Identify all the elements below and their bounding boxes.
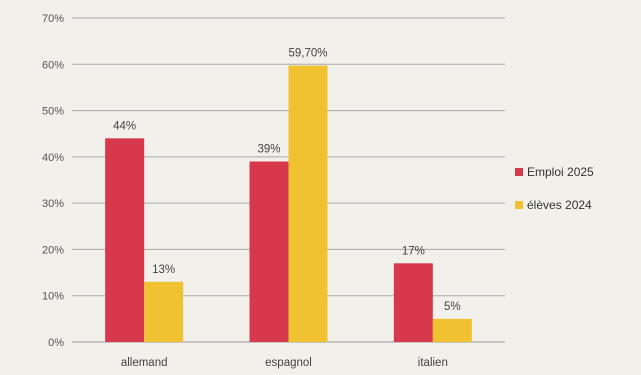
- bar-italien-series-1: [432, 318, 472, 342]
- data-label: 13%: [152, 264, 175, 276]
- x-axis-categories: allemand espagnol italien: [121, 357, 448, 369]
- y-tick-label: 40%: [42, 152, 64, 164]
- y-axis-ticks: 0% 10% 20% 30% 40% 50% 60% 70%: [42, 13, 64, 349]
- legend-swatch: [515, 201, 523, 209]
- y-tick-label: 10%: [42, 291, 64, 303]
- legend-label: élèves 2024: [527, 198, 592, 212]
- x-category-label: italien: [418, 357, 448, 369]
- data-label: 44%: [113, 120, 136, 132]
- data-label: 39%: [257, 143, 280, 155]
- bar-allemand-series-1: [144, 281, 184, 342]
- bars: [105, 65, 472, 342]
- x-category-label: allemand: [121, 357, 168, 369]
- bar-allemand-series-0: [105, 138, 145, 342]
- legend: Emploi 2025 élèves 2024: [515, 165, 594, 212]
- y-tick-label: 70%: [42, 13, 64, 25]
- bar-italien-series-0: [393, 263, 433, 342]
- legend-label: Emploi 2025: [527, 165, 594, 179]
- legend-swatch: [515, 168, 523, 176]
- data-label: 59,70%: [288, 48, 327, 60]
- data-label: 5%: [444, 301, 461, 313]
- data-labels: 44% 13% 39% 59,70% 17% 5%: [113, 48, 460, 313]
- y-tick-label: 20%: [42, 244, 64, 256]
- x-category-label: espagnol: [265, 357, 312, 369]
- bar-espagnol-series-1: [288, 65, 328, 342]
- data-label: 17%: [402, 245, 425, 257]
- y-tick-label: 60%: [42, 59, 64, 71]
- y-tick-label: 30%: [42, 198, 64, 210]
- y-tick-label: 50%: [42, 106, 64, 118]
- bar-espagnol-series-0: [249, 161, 289, 342]
- y-tick-label: 0%: [48, 337, 64, 349]
